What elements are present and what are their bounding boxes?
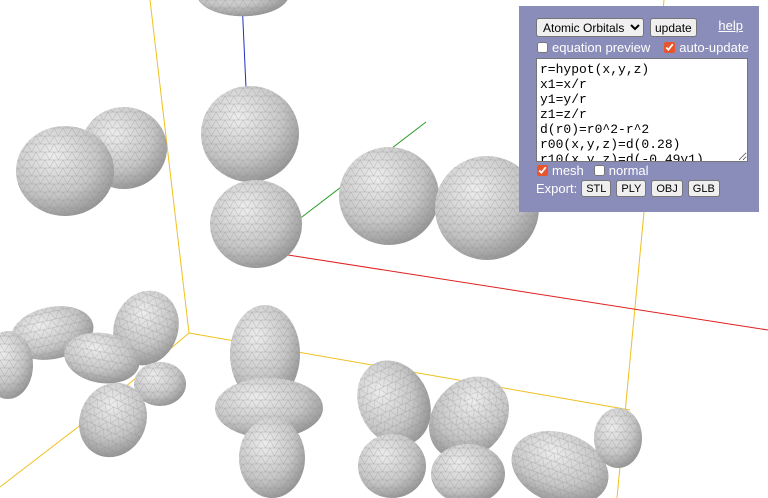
equation-preview-checkbox[interactable] (537, 42, 548, 53)
orbital-lobe (79, 382, 147, 458)
orbital-lobe (239, 418, 305, 498)
export-glb-button[interactable]: GLB (687, 180, 720, 197)
orbital-lobe (198, 0, 288, 16)
x-axis-line (287, 254, 768, 331)
orbital-lobe (357, 360, 431, 446)
control-panel: Atomic Orbitals update help equation pre… (519, 6, 759, 212)
orbital-lobe (594, 408, 642, 468)
export-stl-button[interactable]: STL (581, 180, 612, 197)
orbital-surfaces (0, 0, 642, 498)
orbital-lobe (230, 305, 300, 403)
export-label: Export: (536, 181, 578, 196)
orbital-lobe (201, 86, 299, 182)
equation-preview-label: equation preview (552, 40, 651, 55)
orbital-lobe (431, 444, 505, 498)
help-link[interactable]: help (718, 18, 743, 33)
orbital-lobe (339, 147, 439, 245)
equation-editor[interactable]: r=hypot(x,y,z) x1=x/r y1=y/r z1=z/r d(r0… (536, 58, 748, 162)
orbital-lobe (511, 430, 609, 498)
mesh-label: mesh (552, 163, 584, 178)
export-ply-button[interactable]: PLY (616, 180, 647, 197)
orbital-lobe (0, 331, 33, 399)
orbital-lobe (429, 376, 509, 460)
orbital-lobe (134, 362, 186, 406)
update-button[interactable]: update (650, 18, 697, 37)
orbital-lobe (16, 126, 114, 216)
orbital-lobe (358, 434, 426, 498)
orbital-lobe (435, 156, 539, 260)
auto-update-label: auto-update (679, 40, 749, 55)
preset-select[interactable]: Atomic Orbitals (536, 18, 644, 37)
mesh-checkbox[interactable] (537, 165, 548, 176)
export-obj-button[interactable]: OBJ (651, 180, 683, 197)
auto-update-checkbox[interactable] (664, 42, 676, 53)
orbital-lobe (64, 332, 140, 384)
orbital-lobe (215, 378, 323, 438)
normal-checkbox[interactable] (593, 165, 605, 176)
orbital-lobe (210, 180, 302, 268)
normal-label: normal (608, 163, 649, 178)
